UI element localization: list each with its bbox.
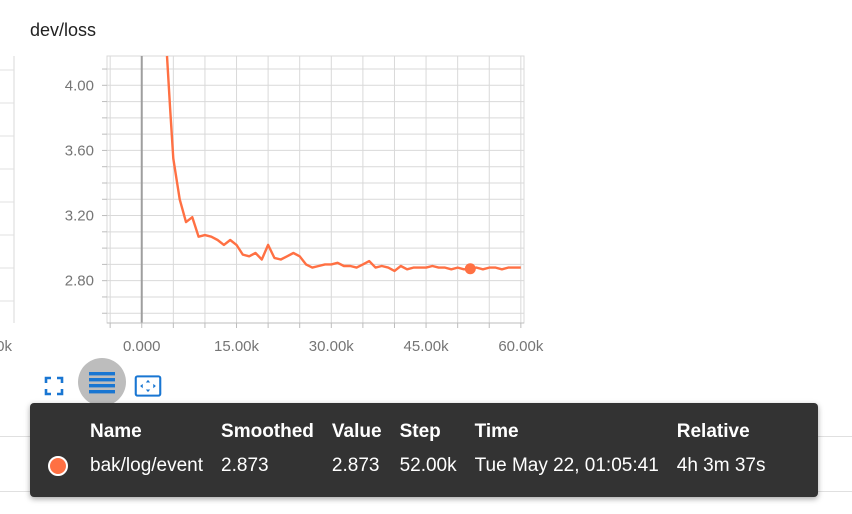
expand-button[interactable] [40,372,68,400]
adjacent-chart-edge: 0k [0,56,15,355]
series-color-dot [48,455,68,476]
neighbor-x-tick-label: 0k [0,338,12,355]
x-tick-label: 45.00k [404,338,450,355]
tooltip-table: Name Smoothed Value Step Time Relative b… [48,419,784,477]
chart-axes [102,56,524,328]
y-tick-label: 3.60 [65,142,94,159]
expand-icon [44,376,64,396]
x-tick-label: 60.00k [498,338,544,355]
series-swatch [48,447,90,477]
tooltip-header-swatch [48,419,90,447]
tooltip-relative: 4h 3m 37s [676,455,766,476]
log-scale-icon [89,372,115,394]
tooltip-smoothed: 2.873 [221,455,269,476]
x-tick-label: 0.000 [123,338,161,355]
data-tooltip: Name Smoothed Value Step Time Relative b… [30,403,818,497]
tooltip-name: bak/log/event [90,455,204,476]
fit-domain-icon [134,375,162,397]
tooltip-header-relative: Relative [676,421,750,442]
tooltip-header-step: Step [399,421,441,442]
tooltip-header-name: Name [90,421,142,442]
loss-chart[interactable]: 0.000 15.00k 30.00k 45.00k 60.00k 2.80 3.20 3.6… [0,0,852,360]
chart-series [165,55,521,275]
tooltip-value: 2.873 [331,455,380,476]
y-tick-label: 4.00 [65,77,94,94]
chart-grid [106,55,525,324]
tooltip-header-time: Time [474,421,519,442]
x-tick-label: 30.00k [309,338,355,355]
x-tick-label: 15.00k [214,338,260,355]
tooltip-row: bak/log/event 2.873 2.873 52.00k Tue May… [48,447,784,477]
y-tick-label: 2.80 [65,273,94,290]
tooltip-header-smoothed: Smoothed [221,421,314,442]
tooltip-time: Tue May 22, 01:05:41 [474,455,659,476]
fit-domain-button[interactable] [134,372,162,400]
chart-title: dev/loss [30,20,97,40]
log-scale-button[interactable] [78,358,126,406]
tooltip-header-value: Value [331,421,382,442]
highlight-point [464,263,476,275]
chart-tick-labels: 0.000 15.00k 30.00k 45.00k 60.00k 2.80 3.20 3.6… [65,77,544,355]
series-line-0 [165,55,521,273]
tooltip-step: 52.00k [399,455,457,476]
y-tick-label: 3.20 [65,208,94,225]
